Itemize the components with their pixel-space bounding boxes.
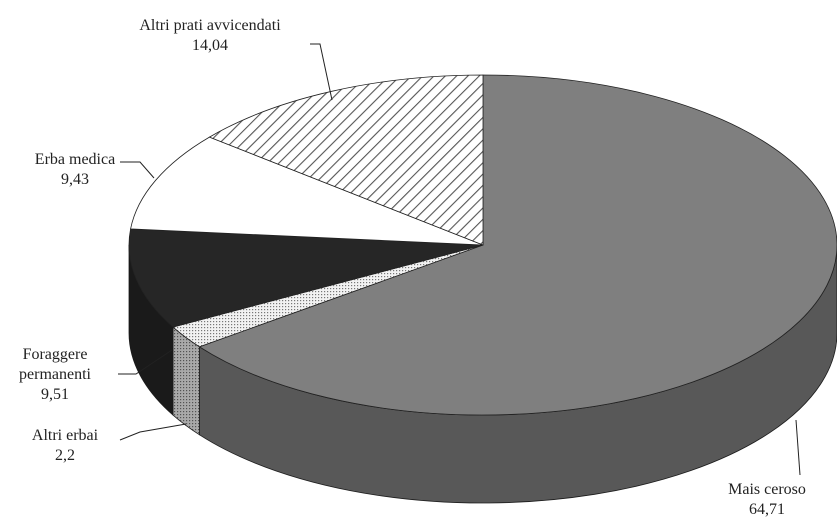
pie-slice [208, 74, 484, 246]
label-name: Altri erbai [31, 427, 99, 444]
leader-line [120, 161, 155, 179]
leader-line [795, 419, 801, 476]
pie-slice [130, 136, 484, 246]
data-label: Erba medica 9,43 [20, 150, 130, 190]
label-name: Foraggere permanenti [19, 346, 91, 383]
label-value: 9,43 [61, 171, 89, 188]
label-name: Mais ceroso [728, 481, 806, 498]
pie-tops [128, 74, 837, 416]
data-label: Altri erbai 2,2 [20, 426, 110, 466]
label-value: 14,04 [192, 37, 228, 54]
leader-line [310, 43, 333, 101]
pie-side-shade [172, 327, 200, 435]
label-name: Erba medica [34, 151, 116, 168]
data-label: Foraggere permanenti 9,51 [10, 345, 100, 405]
leader-line [119, 423, 187, 441]
leader-line [118, 349, 173, 375]
label-value: 64,71 [749, 501, 785, 518]
label-value: 2,2 [55, 447, 75, 464]
pie-sides [128, 244, 837, 504]
leader-lines [118, 43, 801, 476]
pie-slice [128, 228, 484, 328]
label-value: 9,51 [41, 386, 69, 403]
data-label: Altri prati avvicendati 14,04 [100, 16, 320, 56]
pie-slice [198, 74, 837, 416]
data-label: Mais ceroso 64,71 [712, 480, 822, 520]
label-name: Altri prati avvicendati [139, 17, 281, 34]
pie-side-shade [199, 245, 837, 503]
